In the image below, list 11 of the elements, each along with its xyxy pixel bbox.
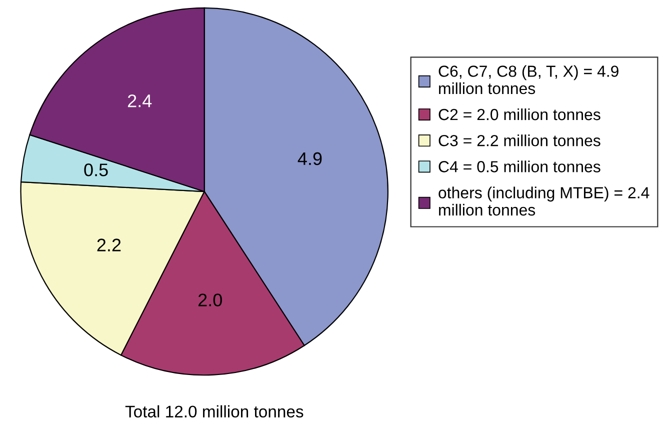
legend-label: C4 = 0.5 million tonnes [438,160,600,172]
text: Total 12.0 million tonnes [125,405,304,418]
data-label: 2.4 [128,94,152,108]
data-label: 4.9 [298,152,322,166]
legend-label: C3 = 2.2 million tonnes [438,134,600,146]
data-label: 2.2 [97,238,121,252]
legend-label: C2 = 2.0 million tonnes [438,108,600,120]
legend-label: others (including MTBE) = 2.4 million tonnes [438,186,650,216]
legend-label: C6, C7, C8 (B, T, X) = 4.9 million tonnes [438,65,618,94]
data-label: 2.0 [198,294,222,306]
data-label: 0.5 [84,164,108,176]
